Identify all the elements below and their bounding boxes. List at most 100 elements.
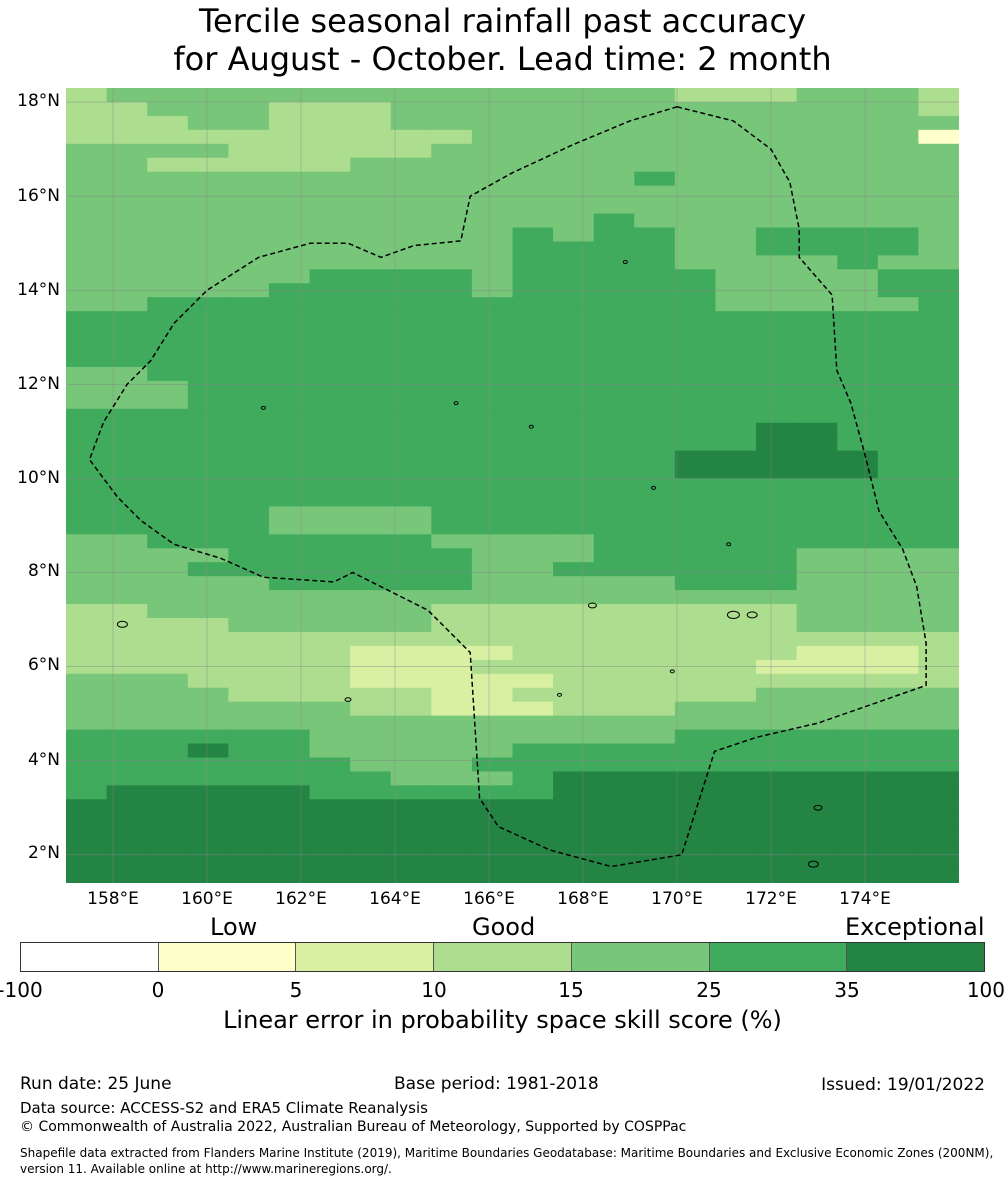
- skill-cell: [106, 422, 148, 438]
- skill-map[interactable]: [66, 88, 959, 883]
- skill-cell: [268, 687, 311, 703]
- skill-cell: [877, 115, 920, 131]
- skill-cell: [796, 311, 838, 326]
- skill-cell: [674, 436, 717, 452]
- skill-cell: [918, 394, 959, 410]
- skill-cell: [268, 185, 311, 201]
- skill-cell: [634, 297, 676, 312]
- skill-cell: [877, 171, 920, 187]
- skill-cell: [309, 813, 351, 828]
- skill-cell: [553, 729, 595, 745]
- skill-cell: [471, 576, 514, 591]
- skill-cell: [512, 157, 554, 173]
- skill-cell: [837, 799, 879, 814]
- skill-cell: [350, 799, 392, 814]
- skill-cell: [512, 492, 554, 508]
- skill-cell: [390, 506, 432, 521]
- skill-cell: [147, 241, 189, 256]
- skill-cell: [877, 659, 920, 675]
- skill-cell: [877, 813, 920, 828]
- skill-cell: [431, 492, 473, 508]
- skill-cell: [877, 353, 920, 368]
- skill-cell: [634, 422, 676, 438]
- skill-cell: [593, 380, 635, 396]
- skill-cell: [674, 101, 717, 117]
- skill-cell: [512, 297, 554, 312]
- map-panel[interactable]: [66, 88, 959, 883]
- lat-label-8: 8°N: [27, 561, 60, 581]
- skill-cell: [877, 436, 920, 452]
- skill-cell: [553, 673, 595, 689]
- skill-cell: [877, 185, 920, 201]
- skill-cell: [106, 115, 148, 131]
- skill-cell: [228, 366, 270, 382]
- skill-cell: [431, 478, 473, 494]
- skill-cell: [106, 255, 148, 270]
- skill-cell: [471, 353, 514, 368]
- skill-cell: [837, 380, 879, 396]
- skill-cell: [553, 855, 595, 870]
- skill-cell: [837, 339, 879, 354]
- skill-cell: [634, 785, 676, 800]
- skill-cell: [106, 631, 148, 647]
- skill-cell: [309, 645, 351, 661]
- skill-cell: [309, 255, 351, 270]
- lat-label-18: 18°N: [17, 91, 60, 111]
- skill-cell: [147, 520, 189, 535]
- copyright: © Commonwealth of Australia 2022, Austra…: [20, 1119, 687, 1135]
- skill-cell: [756, 269, 798, 284]
- skill-cell: [350, 855, 392, 870]
- skill-cell: [147, 213, 189, 229]
- skill-cell: [187, 171, 229, 187]
- colorbar-segment: [296, 943, 435, 971]
- skill-cell: [553, 88, 595, 103]
- skill-cell: [187, 869, 229, 883]
- skill-cell: [715, 827, 757, 842]
- skill-cell: [796, 380, 838, 396]
- skill-cell: [715, 129, 757, 145]
- skill-cell: [553, 604, 595, 619]
- skill-cell: [228, 631, 270, 647]
- skill-cell: [553, 534, 595, 549]
- skill-cell: [187, 631, 229, 647]
- skill-cell: [471, 534, 514, 549]
- skill-cells: [66, 88, 959, 883]
- skill-cell: [553, 255, 595, 270]
- skill-cell: [228, 297, 270, 312]
- skill-cell: [593, 115, 635, 131]
- skill-cell: [471, 241, 514, 256]
- skill-cell: [877, 743, 920, 759]
- lon-label-170: 170°E: [651, 889, 703, 909]
- skill-cell: [106, 171, 148, 187]
- skill-cell: [512, 88, 554, 103]
- skill-cell: [309, 157, 351, 173]
- skill-cell: [756, 645, 798, 661]
- skill-cell: [918, 297, 959, 312]
- skill-cell: [593, 771, 635, 786]
- skill-cell: [431, 827, 473, 842]
- skill-cell: [512, 645, 554, 661]
- skill-cell: [593, 88, 635, 103]
- skill-cell: [106, 241, 148, 256]
- skill-cell: [553, 241, 595, 256]
- skill-cell: [350, 618, 392, 633]
- skill-cell: [634, 185, 676, 201]
- skill-cell: [228, 743, 270, 759]
- skill-cell: [837, 450, 879, 466]
- skill-cell: [512, 631, 554, 647]
- skill-cell: [593, 478, 635, 494]
- skill-cell: [918, 353, 959, 368]
- skill-cell: [390, 171, 432, 187]
- skill-cell: [756, 673, 798, 689]
- skill-cell: [796, 659, 838, 675]
- skill-cell: [674, 729, 717, 745]
- skill-cell: [553, 115, 595, 131]
- skill-cell: [593, 241, 635, 256]
- skill-cell: [634, 241, 676, 256]
- skill-cell: [918, 464, 959, 480]
- skill-cell: [66, 185, 108, 201]
- skill-cell: [756, 422, 798, 438]
- skill-cell: [471, 729, 514, 745]
- skill-cell: [715, 869, 757, 883]
- skill-cell: [147, 380, 189, 396]
